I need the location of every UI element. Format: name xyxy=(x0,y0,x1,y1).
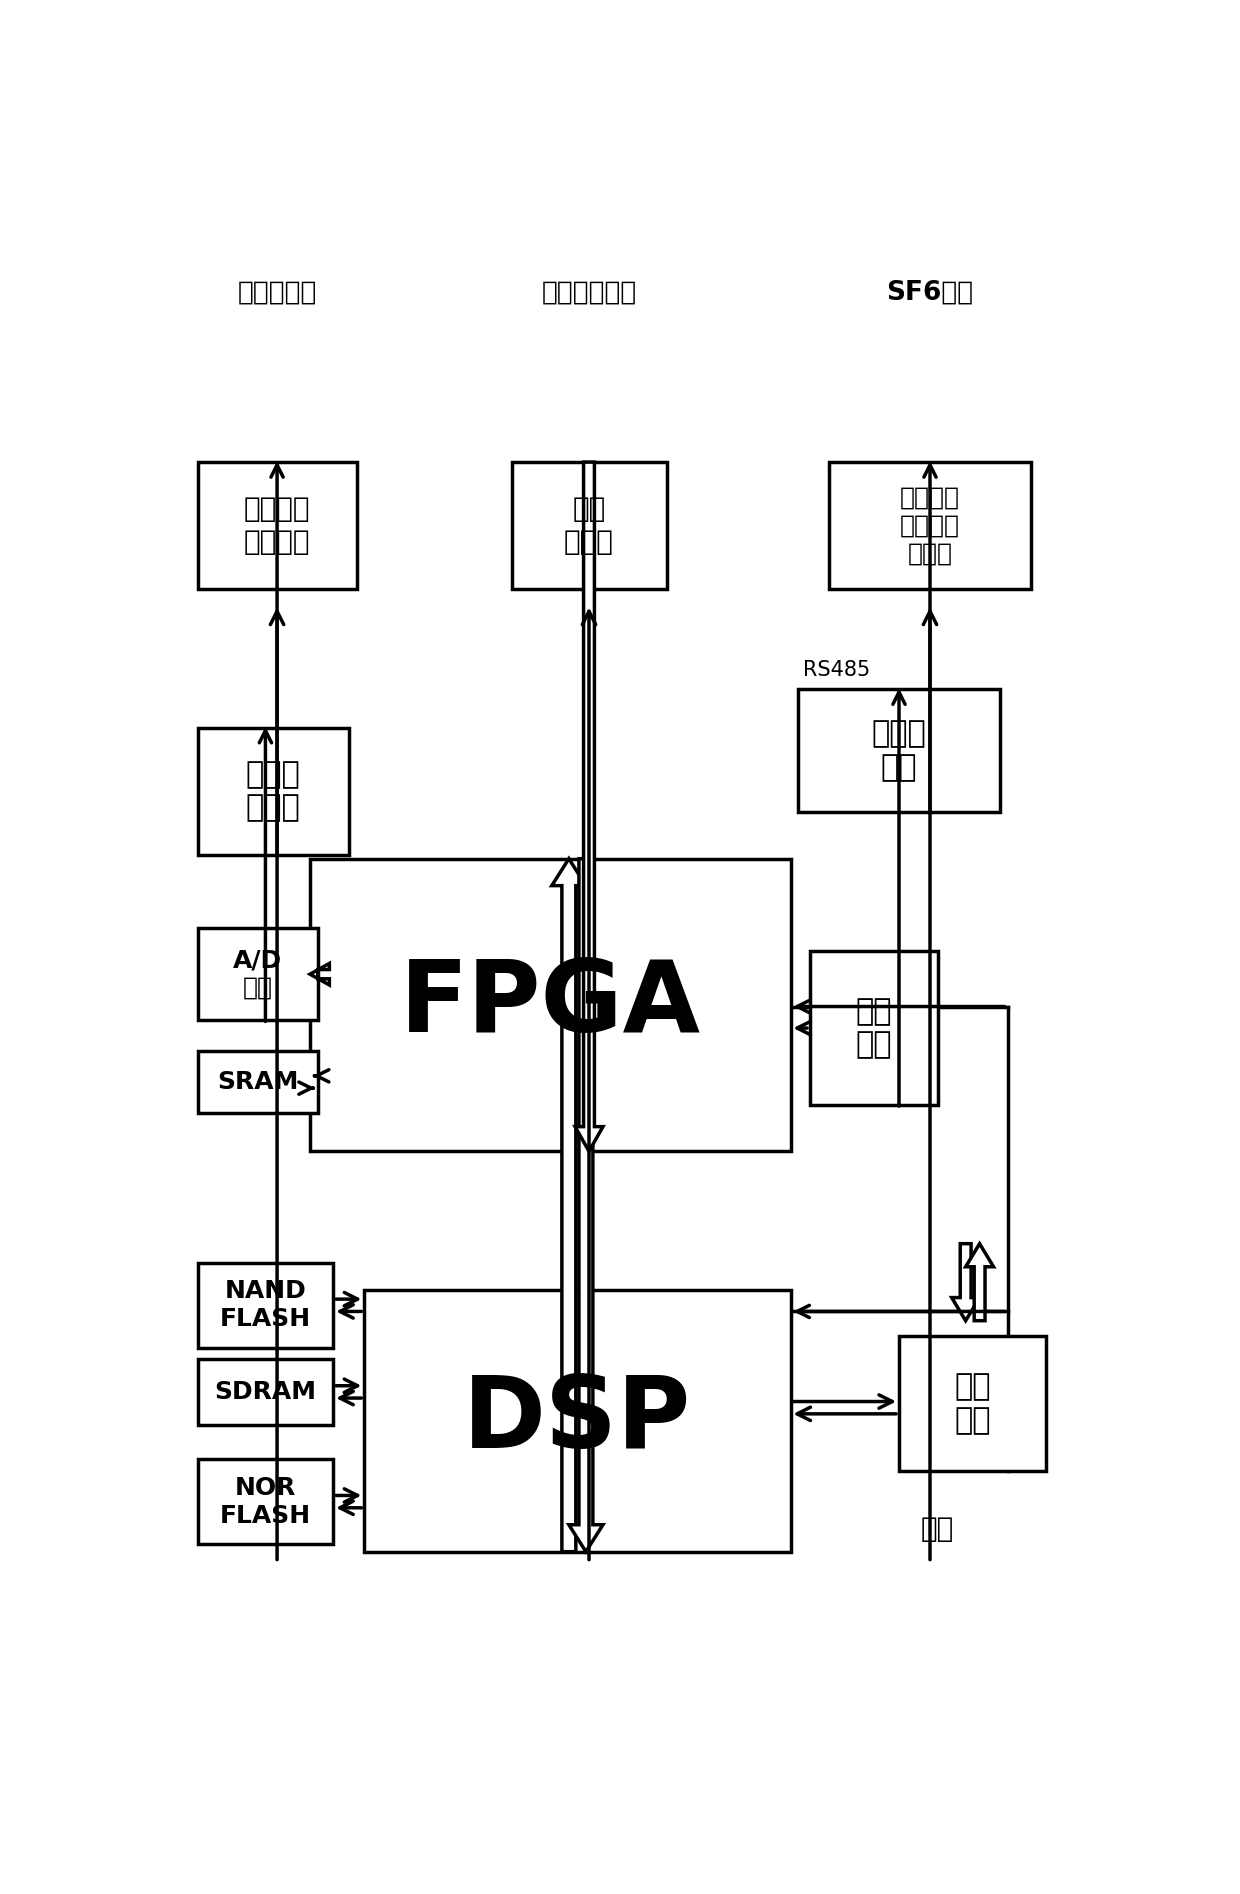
Text: 电流、电压: 电流、电压 xyxy=(238,280,317,305)
Text: SRAM: SRAM xyxy=(217,1070,299,1095)
Text: RS485: RS485 xyxy=(804,659,870,680)
Text: 通信
模块: 通信 模块 xyxy=(955,1371,991,1436)
Polygon shape xyxy=(575,462,603,1152)
Text: NAND
FLASH: NAND FLASH xyxy=(219,1278,311,1331)
Text: 光栅
编码器: 光栅 编码器 xyxy=(564,496,614,555)
Text: A/D
模块: A/D 模块 xyxy=(233,949,283,1000)
Text: 光纤: 光纤 xyxy=(921,1515,955,1542)
Text: FPGA: FPGA xyxy=(399,956,701,1053)
Polygon shape xyxy=(310,964,330,985)
Polygon shape xyxy=(569,858,603,1551)
Text: 预留
通道: 预留 通道 xyxy=(856,996,892,1059)
Polygon shape xyxy=(966,1244,993,1320)
Bar xyxy=(197,928,317,1021)
Text: SF6气体: SF6气体 xyxy=(887,280,973,305)
Text: 电流、电
压传感器: 电流、电 压传感器 xyxy=(244,496,310,555)
Text: 温度、密
度、压力
传感器: 温度、密 度、压力 传感器 xyxy=(900,487,960,566)
Bar xyxy=(365,1290,791,1551)
Text: NOR
FLASH: NOR FLASH xyxy=(219,1475,311,1528)
Polygon shape xyxy=(552,858,587,1551)
Text: 操作机构行程: 操作机构行程 xyxy=(542,280,636,305)
Bar xyxy=(830,462,1030,589)
Bar xyxy=(197,1360,334,1424)
Text: DSP: DSP xyxy=(464,1373,692,1470)
Bar xyxy=(197,1458,334,1544)
Bar xyxy=(899,1335,1047,1472)
Bar xyxy=(197,1051,317,1114)
Bar xyxy=(310,858,791,1152)
Bar xyxy=(799,689,999,813)
Bar xyxy=(197,1263,334,1349)
Text: 串转并
模块: 串转并 模块 xyxy=(872,720,926,782)
Polygon shape xyxy=(952,1244,980,1320)
Text: SDRAM: SDRAM xyxy=(215,1381,316,1403)
Bar xyxy=(810,951,937,1104)
Bar xyxy=(197,462,357,589)
Text: 信号调
理模块: 信号调 理模块 xyxy=(246,759,300,822)
Bar xyxy=(197,727,348,854)
Bar xyxy=(511,462,667,589)
